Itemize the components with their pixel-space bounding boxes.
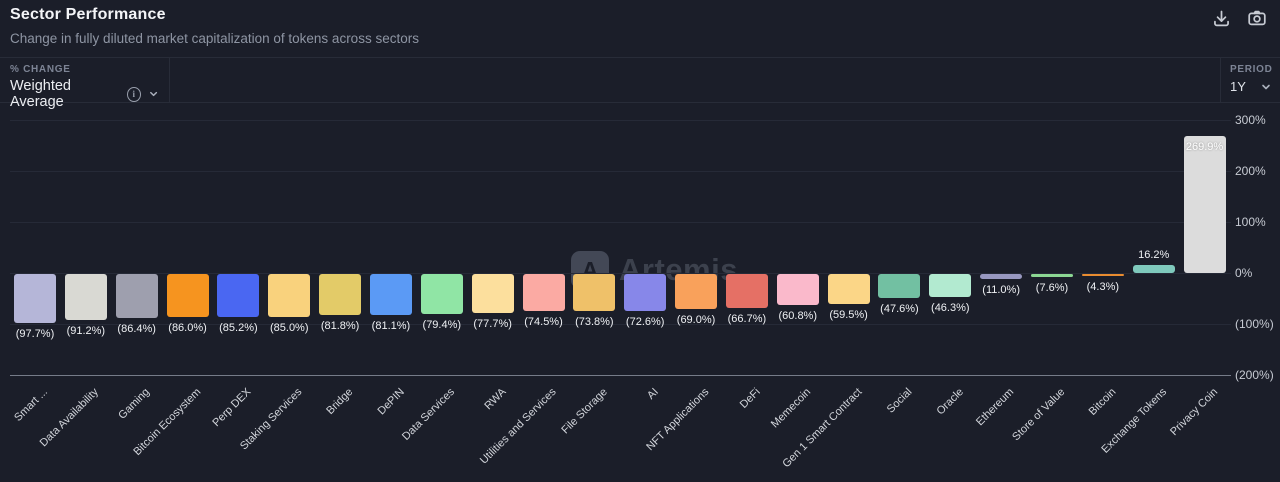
x-axis-category-label: Store of Value — [1010, 386, 1068, 444]
bar[interactable] — [14, 273, 56, 324]
x-axis-category-label: Perp DEX — [210, 386, 254, 430]
page-title: Sector Performance — [10, 6, 166, 23]
x-axis-category-label: RWA — [481, 386, 509, 413]
grid-line — [10, 222, 1231, 223]
bar[interactable] — [268, 273, 311, 317]
bar-value-label: (11.0%) — [982, 284, 1020, 297]
bar[interactable] — [980, 273, 1023, 280]
x-axis-category-label: File Storage — [559, 386, 610, 437]
camera-icon[interactable] — [1245, 6, 1269, 30]
grid-line — [10, 324, 1231, 325]
y-axis-tick-label: (200%) — [1235, 368, 1274, 382]
x-axis-category-label: Data Services — [400, 386, 458, 443]
grid-line — [10, 120, 1231, 121]
bar-value-label: (74.5%) — [524, 316, 563, 329]
period-label: PERIOD — [1230, 64, 1273, 75]
bar-value-label: (59.5%) — [829, 308, 868, 321]
bar[interactable] — [420, 273, 463, 314]
grid-line — [10, 273, 1231, 274]
download-icon[interactable] — [1209, 6, 1233, 30]
x-axis-category-label: Social — [885, 386, 915, 416]
x-axis-category-label: Ethereum — [974, 386, 1017, 429]
x-axis-category-label: Privacy Coin — [1167, 386, 1221, 439]
bar[interactable] — [929, 273, 972, 298]
y-axis-tick-label: 0% — [1235, 266, 1253, 280]
bar[interactable] — [573, 273, 616, 312]
bar[interactable] — [115, 273, 158, 318]
page-subtitle: Change in fully diluted market capitaliz… — [10, 31, 419, 46]
x-axis-category-label: DePIN — [375, 386, 407, 418]
chart-controls-row: % CHANGE Weighted Average i PERIOD 1Y — [0, 57, 1280, 110]
bar-value-label: (69.0%) — [676, 313, 716, 326]
bar[interactable] — [1031, 273, 1073, 278]
bar[interactable] — [675, 273, 718, 309]
period-selector[interactable]: PERIOD 1Y — [1220, 58, 1280, 102]
bar-value-label: (4.3%) — [1086, 280, 1120, 293]
metric-label: % CHANGE — [10, 64, 71, 75]
bar-value-label: (85.2%) — [219, 321, 258, 334]
bar-value-label: 269.9% — [1185, 140, 1224, 153]
x-axis-category-label: Gaming — [116, 386, 153, 422]
bar[interactable] — [166, 273, 209, 318]
x-axis-category-label: Memecoin — [768, 386, 814, 431]
chevron-down-icon — [149, 91, 157, 97]
x-axis-category-label: Smart ... — [12, 386, 51, 424]
bar[interactable] — [776, 273, 819, 305]
bar[interactable] — [369, 273, 412, 315]
bar-value-label: (47.6%) — [880, 302, 919, 315]
bar[interactable] — [827, 273, 870, 304]
bar[interactable] — [522, 273, 565, 312]
x-axis-category-label: AI — [644, 386, 661, 402]
bar[interactable] — [1183, 135, 1226, 274]
x-axis-category-label: Bridge — [324, 386, 356, 417]
bar-value-label: (72.6%) — [625, 315, 665, 328]
metric-selector[interactable]: % CHANGE Weighted Average i — [0, 58, 170, 110]
metric-value: Weighted Average — [10, 78, 71, 110]
bar-value-label: (73.8%) — [575, 316, 614, 329]
bar-value-label: (79.4%) — [422, 318, 462, 331]
x-axis-line — [10, 375, 1231, 376]
bar[interactable] — [878, 273, 921, 298]
bar[interactable] — [217, 273, 260, 317]
x-axis-category-label: DeFi — [737, 386, 763, 411]
header: Sector Performance Change in fully dilut… — [10, 6, 419, 46]
bar[interactable] — [1081, 273, 1124, 276]
bar-value-label: (81.8%) — [320, 320, 360, 333]
bar[interactable] — [64, 273, 107, 320]
y-axis-tick-label: 200% — [1235, 164, 1266, 178]
bar[interactable] — [725, 273, 768, 308]
bar-value-label: (97.7%) — [15, 328, 55, 341]
bar-value-label: (81.1%) — [371, 319, 411, 332]
period-value: 1Y — [1230, 79, 1246, 94]
bar-value-label: (77.7%) — [473, 318, 512, 331]
y-axis-tick-label: 300% — [1235, 113, 1266, 127]
y-axis-tick-label: 100% — [1235, 215, 1266, 229]
bar-value-label: (46.3%) — [931, 302, 970, 315]
bar[interactable] — [471, 273, 514, 314]
bar[interactable] — [1132, 265, 1175, 274]
bar-value-label: (66.7%) — [727, 312, 767, 325]
bar-value-label: (85.0%) — [269, 321, 309, 334]
bar[interactable] — [624, 273, 667, 311]
grid-line — [10, 171, 1231, 172]
info-icon[interactable]: i — [126, 86, 141, 102]
bar[interactable] — [319, 273, 362, 316]
bar-value-label: (86.0%) — [168, 322, 207, 335]
bar-value-label: (86.4%) — [117, 322, 156, 335]
x-axis-category-label: Oracle — [934, 386, 966, 418]
bar-value-label: (91.2%) — [66, 325, 106, 337]
header-actions — [1209, 6, 1269, 30]
chevron-down-icon — [1262, 84, 1270, 89]
x-axis-category-label: Bitcoin — [1086, 386, 1119, 418]
bar-value-label: (60.8%) — [778, 309, 818, 322]
y-axis-tick-label: (100%) — [1235, 317, 1274, 331]
bar-value-label: 16.2% — [1138, 249, 1170, 262]
bar-value-label: (7.6%) — [1035, 282, 1069, 295]
